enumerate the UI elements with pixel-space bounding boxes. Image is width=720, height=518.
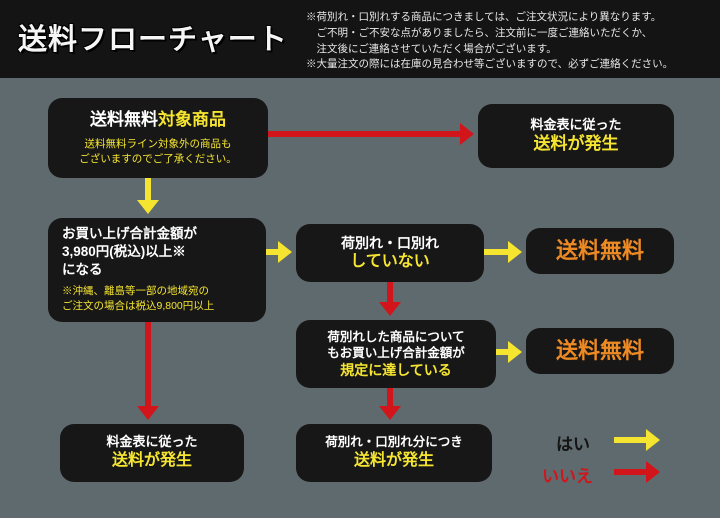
node-line1: 送料無料	[90, 109, 158, 131]
flow-node-n5: 送料無料	[526, 228, 674, 274]
flow-node-n6: 荷別れした商品について もお買い上げ合計金額が規定に達している	[296, 320, 496, 388]
node-line1: 料金表に従った	[530, 117, 621, 134]
node-line2: 送料が発生	[74, 451, 230, 472]
flow-node-n7: 送料無料	[526, 328, 674, 374]
node-line1: 料金表に従った	[106, 434, 197, 451]
header-note-line: ご不明・ご不安な点がありましたら、注文前に一度ご連絡いただくか、	[306, 26, 706, 42]
flow-node-n2: 料金表に従った送料が発生	[478, 104, 674, 168]
node-line2: していない	[310, 252, 470, 273]
node-subtext: ※沖縄、離島等一部の地域宛の ご注文の場合は税込9,800円以上	[62, 284, 252, 314]
flow-node-n8: 料金表に従った送料が発生	[60, 424, 244, 482]
flow-node-n1: 送料無料対象商品送料無料ライン対象外の商品も ございますのでご了承ください。	[48, 98, 268, 178]
header-bar: 送料フローチャート ※荷別れ・口別れする商品につきましては、ご注文状況により異な…	[0, 0, 720, 78]
node-line2: 規定に達している	[310, 361, 482, 379]
node-line1: お買い上げ合計金額が 3,980円(税込)以上※ になる	[62, 225, 197, 278]
header-notes: ※荷別れ・口別れする商品につきましては、ご注文状況により異なります。 ご不明・ご…	[306, 10, 706, 73]
flow-node-n9: 荷別れ・口別れ分につき送料が発生	[296, 424, 492, 482]
page-title: 送料フローチャート	[0, 0, 288, 58]
legend-yes-label: はい	[556, 430, 590, 455]
header-note-line: ※荷別れ・口別れする商品につきましては、ご注文状況により異なります。	[306, 10, 706, 26]
header-note-line: ※大量注文の際には在庫の見合わせ等ございますので、必ずご連絡ください。	[306, 57, 706, 73]
node-line2: 送料が発生	[310, 451, 478, 472]
node-line1: 送料無料	[556, 337, 644, 366]
node-line1: 荷別れした商品について もお買い上げ合計金額が	[327, 329, 465, 362]
node-line1: 荷別れ・口別れ	[341, 234, 439, 252]
node-line1: 荷別れ・口別れ分につき	[325, 434, 463, 450]
node-line2: 対象商品	[158, 109, 226, 131]
flowchart-page: 送料フローチャート ※荷別れ・口別れする商品につきましては、ご注文状況により異な…	[0, 0, 720, 518]
flow-node-n3: お買い上げ合計金額が 3,980円(税込)以上※ になる ※沖縄、離島等一部の地域…	[48, 218, 266, 322]
legend-no-label: いいえ	[542, 462, 593, 487]
node-line2: 送料が発生	[492, 133, 660, 155]
header-note-line: 注文後にご連絡させていただく場合がございます。	[306, 42, 706, 58]
node-line1: 送料無料	[556, 237, 644, 266]
node-subtext: 送料無料ライン対象外の商品も ございますのでご了承ください。	[62, 137, 254, 167]
flow-node-n4: 荷別れ・口別れしていない	[296, 224, 484, 282]
